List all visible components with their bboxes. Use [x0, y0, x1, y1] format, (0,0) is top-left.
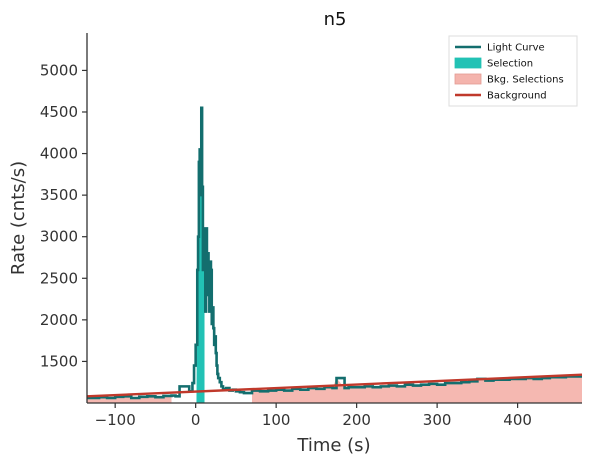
legend-label-1: Light Curve — [487, 43, 545, 54]
x-tick-label: 200 — [342, 411, 371, 429]
x-tick-label: 400 — [503, 411, 532, 429]
y-axis-label: Rate (cnts/s) — [8, 161, 29, 275]
x-tick-label: 0 — [191, 411, 201, 429]
x-ticks: −100 0 100 200 300 400 — [95, 403, 532, 429]
bkg-selection-region-2 — [252, 376, 582, 403]
legend-label-2: Selection — [487, 59, 533, 70]
x-axis-label: Time (s) — [296, 435, 370, 456]
y-tick-label: 5000 — [40, 61, 78, 79]
legend: Light Curve Selection Bkg. Selections Backg… — [448, 35, 578, 107]
x-tick-label: 100 — [262, 411, 291, 429]
x-tick-label: −100 — [95, 411, 136, 429]
legend-swatch-2 — [454, 57, 482, 69]
legend-label-3: Bkg. Selections — [487, 75, 564, 86]
plot-area — [86, 106, 583, 404]
legend-swatch-3 — [454, 73, 482, 85]
y-tick-label: 3500 — [40, 186, 78, 204]
y-tick-label: 4500 — [40, 103, 78, 121]
y-tick-label: 4000 — [40, 145, 78, 163]
chart-title: n5 — [324, 9, 347, 30]
light-curve-series — [87, 106, 582, 400]
legend-label-4: Background — [487, 91, 547, 102]
y-tick-label: 1500 — [40, 352, 78, 370]
y-ticks: 1500 2000 2500 3000 3500 4000 4500 5000 — [40, 61, 87, 370]
background-fit-line — [86, 373, 583, 398]
x-tick-label: 300 — [423, 411, 452, 429]
y-tick-label: 2500 — [40, 269, 78, 287]
y-tick-label: 2000 — [40, 311, 78, 329]
y-tick-label: 3000 — [40, 228, 78, 246]
